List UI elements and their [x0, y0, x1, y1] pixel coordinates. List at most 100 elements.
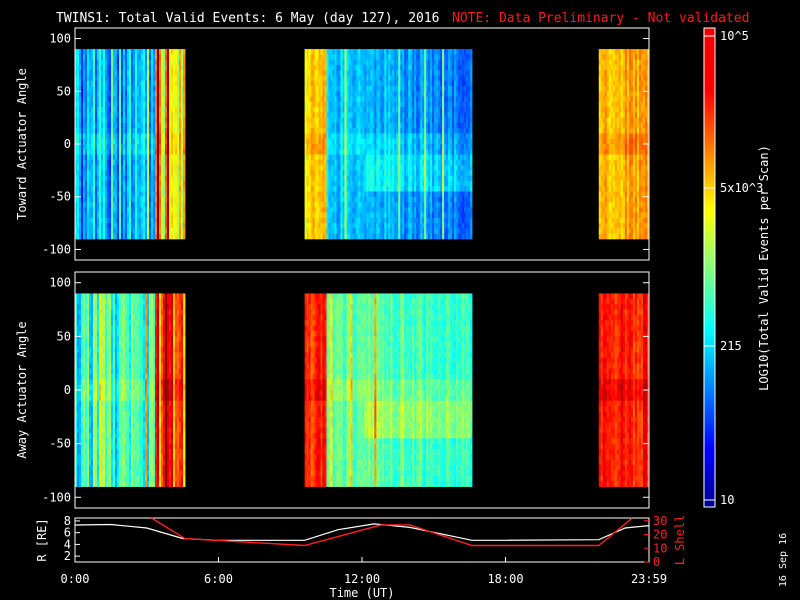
heatmap-cell: [346, 217, 349, 224]
heatmap-cell: [362, 233, 365, 240]
heatmap-cell: [456, 159, 459, 166]
heatmap-cell: [432, 191, 435, 198]
heatmap-cell: [81, 233, 84, 240]
heatmap-cell: [394, 70, 397, 76]
heatmap-cell: [129, 144, 132, 150]
heatmap-cell: [336, 54, 339, 61]
heatmap-cell: [113, 112, 116, 119]
heatmap-cell: [424, 165, 427, 171]
heatmap-cell: [101, 228, 104, 235]
heatmap-cell: [400, 122, 403, 129]
heatmap-cell: [143, 191, 146, 198]
heatmap-cell: [143, 180, 146, 187]
heatmap-cell: [149, 217, 152, 224]
heatmap-cell: [306, 107, 309, 113]
heatmap-cell: [464, 59, 467, 66]
heatmap-cell: [458, 165, 461, 171]
heatmap-cell: [466, 191, 469, 198]
heatmap-cell: [426, 175, 429, 182]
heatmap-cell: [470, 175, 473, 182]
heatmap-cell: [344, 70, 347, 76]
heatmap-cell: [432, 80, 435, 87]
heatmap-cell: [145, 191, 148, 198]
heatmap-cell: [87, 170, 90, 177]
heatmap-cell: [372, 144, 375, 150]
heatmap-cell: [139, 223, 142, 229]
heatmap-cell: [390, 133, 393, 140]
heatmap-cell: [380, 186, 383, 192]
heatmap-cell: [386, 191, 389, 198]
heatmap-cell: [434, 70, 437, 76]
heatmap-cell: [75, 191, 78, 198]
heatmap-cell: [161, 207, 164, 213]
heatmap-cell: [87, 144, 90, 150]
heatmap-cell: [131, 128, 134, 134]
heatmap-cell: [458, 144, 461, 150]
heatmap-cell: [85, 64, 88, 71]
heatmap-cell: [149, 91, 152, 97]
heatmap-cell: [348, 180, 351, 187]
heatmap-cell: [462, 202, 465, 208]
heatmap-cell: [436, 202, 439, 208]
heatmap-cell: [428, 117, 431, 124]
heatmap-cell: [402, 207, 405, 213]
heatmap-cell: [89, 54, 92, 61]
heatmap-cell: [153, 64, 156, 71]
heatmap-cell: [420, 202, 423, 208]
heatmap-cell: [77, 217, 80, 224]
heatmap-cell: [79, 180, 82, 187]
heatmap-cell: [314, 91, 317, 97]
heatmap-cell: [326, 212, 329, 219]
heatmap-cell: [408, 128, 411, 134]
heatmap-cell: [442, 196, 445, 203]
heatmap-cell: [366, 228, 369, 235]
heatmap-cell: [450, 186, 453, 192]
heatmap-cell: [131, 80, 134, 87]
heatmap-cell: [143, 64, 146, 71]
heatmap-cell: [332, 54, 335, 61]
heatmap-cell: [330, 175, 333, 182]
heatmap-cell: [462, 212, 465, 219]
heatmap-cell: [137, 75, 140, 82]
heatmap-cell: [137, 117, 140, 124]
heatmap-cell: [458, 54, 461, 61]
heatmap-cell: [406, 138, 409, 145]
heatmap-cell: [380, 154, 383, 161]
heatmap-cell: [101, 196, 104, 203]
heatmap-cell: [448, 170, 451, 177]
heatmap-cell: [81, 101, 84, 108]
heatmap-cell: [107, 217, 110, 224]
heatmap-cell: [161, 91, 164, 97]
heatmap-cell: [348, 70, 351, 76]
heatmap-cell: [115, 207, 118, 213]
heatmap-cell: [105, 228, 108, 235]
heatmap-cell: [167, 228, 170, 235]
heatmap-cell: [344, 64, 347, 71]
heatmap-cell: [414, 75, 417, 82]
heatmap-cell: [418, 107, 421, 113]
heatmap-cell: [161, 196, 164, 203]
heatmap-cell: [350, 117, 353, 124]
heatmap-cell: [406, 144, 409, 150]
heatmap-cell: [103, 86, 106, 92]
heatmap-cell: [372, 80, 375, 87]
heatmap-cell: [438, 159, 441, 166]
heatmap-cell: [163, 138, 166, 145]
heatmap-cell: [422, 122, 425, 129]
heatmap-cell: [83, 159, 86, 166]
heatmap-cell: [143, 144, 146, 150]
heatmap-cell: [109, 233, 112, 240]
heatmap-cell: [458, 154, 461, 161]
heatmap-cell: [438, 49, 441, 55]
heatmap-cell: [163, 75, 166, 82]
heatmap-cell: [137, 96, 140, 103]
heatmap-cell: [332, 138, 335, 145]
heatmap-cell: [330, 196, 333, 203]
heatmap-cell: [123, 107, 126, 113]
heatmap-cell: [418, 202, 421, 208]
heatmap-cell: [384, 207, 387, 213]
heatmap-cell: [366, 64, 369, 71]
heatmap-cell: [310, 70, 313, 76]
heatmap-cell: [384, 212, 387, 219]
heatmap-cell: [440, 54, 443, 61]
